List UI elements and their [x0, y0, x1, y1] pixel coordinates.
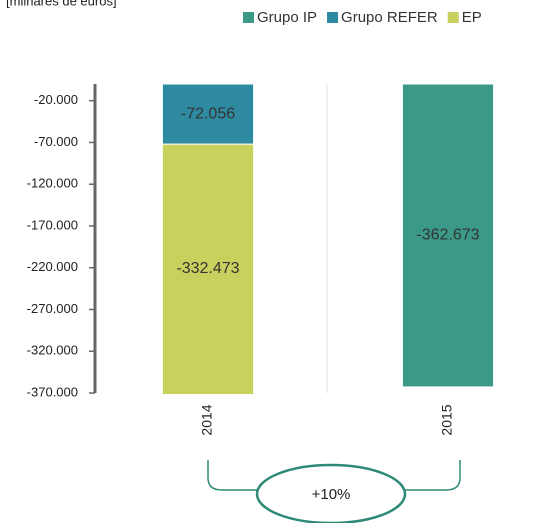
y-tick-label: -170.000 — [27, 217, 78, 232]
legend-swatch — [447, 12, 459, 23]
x-tick-label: 2014 — [199, 404, 215, 435]
data-label: -332.473 — [176, 260, 239, 277]
annotation: +10% — [312, 486, 351, 503]
data-label: -362.673 — [416, 227, 479, 244]
x-tick-label: 2015 — [439, 404, 455, 435]
y-tick-label: -220.000 — [27, 259, 78, 274]
legend-label: Grupo REFER — [341, 9, 438, 26]
bracket-right — [404, 460, 461, 491]
bars — [161, 84, 495, 394]
legend-label: Grupo IP — [257, 9, 317, 26]
bar-segment — [161, 84, 255, 145]
y-tick-label: -70.000 — [34, 134, 78, 149]
bar-segment — [161, 143, 255, 394]
legend-label: EP — [462, 9, 482, 26]
y-tick-label: -320.000 — [27, 343, 78, 358]
legend-swatch — [327, 12, 339, 23]
bracket-left — [207, 460, 258, 491]
bar-segment — [401, 84, 495, 388]
legend-swatch — [243, 12, 254, 23]
chart-title: [milhares de euros] — [6, 0, 117, 8]
data-label: -72.056 — [181, 105, 235, 122]
y-tick-label: -270.000 — [27, 301, 78, 316]
y-tick-label: -370.000 — [27, 384, 78, 399]
y-tick-label: -20.000 — [34, 92, 78, 107]
annotation-ellipse — [255, 463, 407, 523]
y-tick-label: -120.000 — [27, 176, 78, 191]
